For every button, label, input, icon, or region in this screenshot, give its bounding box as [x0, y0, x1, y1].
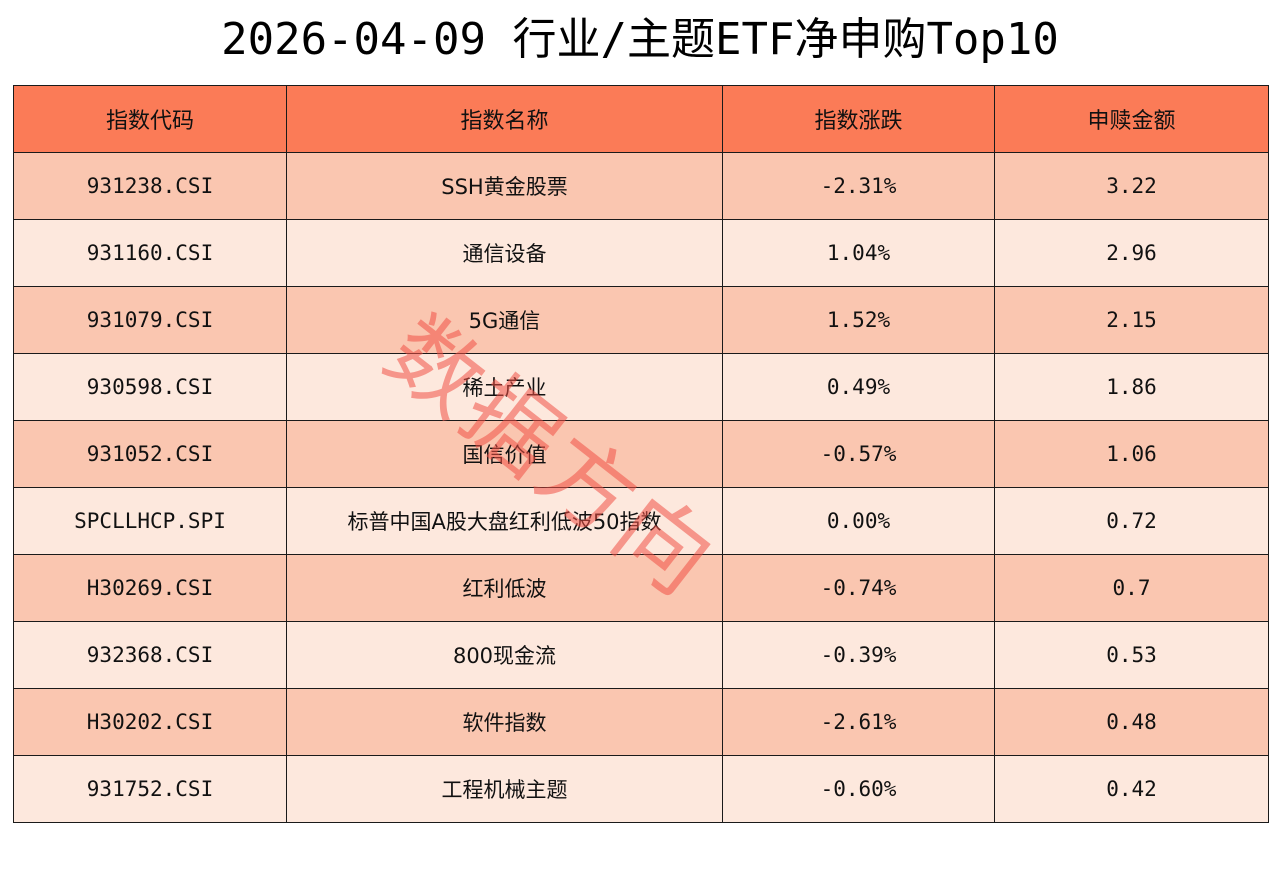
- table-row: 931052.CSI 国信价值 -0.57% 1.06: [13, 420, 1269, 488]
- cell-index-change: -0.57%: [722, 420, 995, 488]
- cell-flow-amount: 0.42: [994, 755, 1269, 823]
- cell-index-code: 932368.CSI: [13, 621, 287, 689]
- table-row: 932368.CSI 800现金流 -0.39% 0.53: [13, 621, 1269, 689]
- table-row: H30269.CSI 红利低波 -0.74% 0.7: [13, 554, 1269, 622]
- cell-index-change: -0.60%: [722, 755, 995, 823]
- table-row: 931238.CSI SSH黄金股票 -2.31% 3.22: [13, 152, 1269, 220]
- table-row: SPCLLHCP.SPI 标普中国A股大盘红利低波50指数 0.00% 0.72: [13, 487, 1269, 555]
- cell-index-change: 0.00%: [722, 487, 995, 555]
- header-flow-amount: 申赎金额: [994, 85, 1269, 153]
- cell-index-code: 931752.CSI: [13, 755, 287, 823]
- cell-index-code: 930598.CSI: [13, 353, 287, 421]
- cell-index-code: 931079.CSI: [13, 286, 287, 354]
- cell-index-change: -0.39%: [722, 621, 995, 689]
- header-index-code: 指数代码: [13, 85, 287, 153]
- table-row: H30202.CSI 软件指数 -2.61% 0.48: [13, 688, 1269, 756]
- cell-index-change: 1.52%: [722, 286, 995, 354]
- cell-index-code: H30269.CSI: [13, 554, 287, 622]
- cell-index-name: 软件指数: [286, 688, 723, 756]
- cell-index-name: 国信价值: [286, 420, 723, 488]
- cell-flow-amount: 3.22: [994, 152, 1269, 220]
- cell-index-code: 931238.CSI: [13, 152, 287, 220]
- table-row: 931752.CSI 工程机械主题 -0.60% 0.42: [13, 755, 1269, 823]
- cell-index-code: H30202.CSI: [13, 688, 287, 756]
- table-row: 930598.CSI 稀土产业 0.49% 1.86: [13, 353, 1269, 421]
- cell-flow-amount: 0.7: [994, 554, 1269, 622]
- header-index-change: 指数涨跌: [722, 85, 995, 153]
- cell-index-name: 稀土产业: [286, 353, 723, 421]
- cell-index-change: -2.31%: [722, 152, 995, 220]
- cell-index-name: 红利低波: [286, 554, 723, 622]
- cell-flow-amount: 2.96: [994, 219, 1269, 287]
- table-body: 931238.CSI SSH黄金股票 -2.31% 3.22 931160.CSI 通信设…: [13, 152, 1269, 823]
- cell-index-code: 931160.CSI: [13, 219, 287, 287]
- cell-flow-amount: 1.86: [994, 353, 1269, 421]
- cell-index-change: -0.74%: [722, 554, 995, 622]
- cell-index-name: 800现金流: [286, 621, 723, 689]
- cell-flow-amount: 2.15: [994, 286, 1269, 354]
- cell-flow-amount: 1.06: [994, 420, 1269, 488]
- table-row: 931079.CSI 5G通信 1.52% 2.15: [13, 286, 1269, 354]
- cell-flow-amount: 0.72: [994, 487, 1269, 555]
- cell-index-change: 1.04%: [722, 219, 995, 287]
- cell-index-name: 工程机械主题: [286, 755, 723, 823]
- chart-title: 2026-04-09 行业/主题ETF净申购Top10: [221, 14, 1059, 65]
- cell-index-name: SSH黄金股票: [286, 152, 723, 220]
- header-row: 指数代码 指数名称 指数涨跌 申赎金额: [13, 85, 1269, 153]
- cell-index-name: 标普中国A股大盘红利低波50指数: [286, 487, 723, 555]
- cell-index-change: 0.49%: [722, 353, 995, 421]
- cell-index-name: 5G通信: [286, 286, 723, 354]
- table-row: 931160.CSI 通信设备 1.04% 2.96: [13, 219, 1269, 287]
- cell-flow-amount: 0.48: [994, 688, 1269, 756]
- header-index-name: 指数名称: [286, 85, 723, 153]
- cell-index-code: SPCLLHCP.SPI: [13, 487, 287, 555]
- cell-index-change: -2.61%: [722, 688, 995, 756]
- cell-flow-amount: 0.53: [994, 621, 1269, 689]
- cell-index-name: 通信设备: [286, 219, 723, 287]
- etf-table: 指数代码 指数名称 指数涨跌 申赎金额 931238.CSI SSH黄金股票 -2.…: [13, 85, 1269, 823]
- cell-index-code: 931052.CSI: [13, 420, 287, 488]
